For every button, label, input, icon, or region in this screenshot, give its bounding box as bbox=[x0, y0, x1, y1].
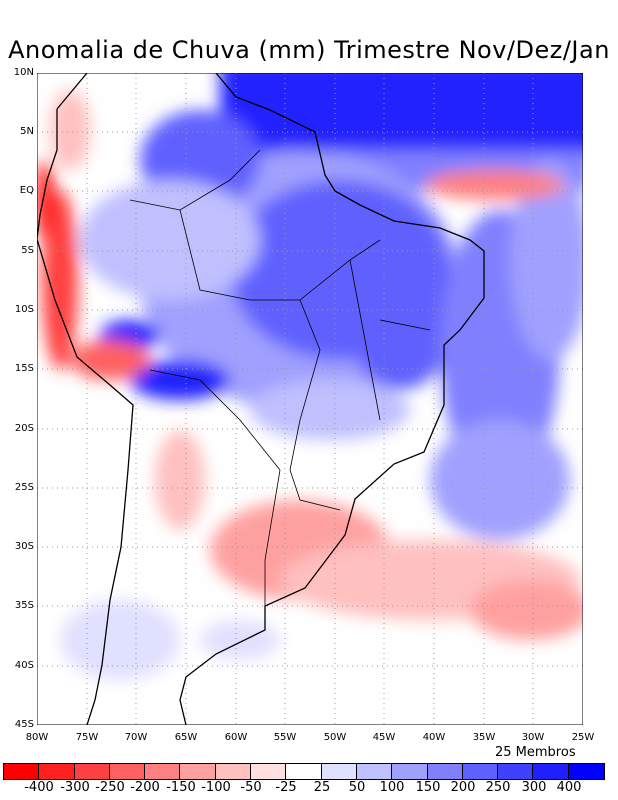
lat-label: 5S bbox=[21, 245, 34, 256]
lon-label: 55W bbox=[273, 732, 297, 743]
lat-label: 45S bbox=[14, 719, 34, 730]
colorbar-label: 250 bbox=[485, 780, 511, 795]
colorbar-label: 300 bbox=[521, 780, 547, 795]
colorbar bbox=[3, 763, 606, 780]
lon-label: 45W bbox=[372, 732, 396, 743]
colorbar-swatch bbox=[533, 764, 569, 779]
lon-label: 40W bbox=[422, 732, 446, 743]
south-america-coastline bbox=[37, 73, 485, 725]
colorbar-swatch bbox=[427, 764, 463, 779]
lat-label: 15S bbox=[14, 363, 34, 374]
lat-label: 30S bbox=[14, 541, 34, 552]
colorbar-swatch bbox=[215, 764, 252, 779]
grid-lines bbox=[37, 73, 583, 725]
colorbar-label: 400 bbox=[556, 780, 582, 795]
colorbar-label: -200 bbox=[130, 780, 160, 795]
lon-label: 60W bbox=[224, 732, 248, 743]
lat-label: 10N bbox=[13, 67, 34, 78]
colorbar-label: -400 bbox=[24, 780, 54, 795]
lat-label: EQ bbox=[19, 185, 34, 196]
colorbar-swatch bbox=[180, 764, 216, 779]
colorbar-label: 100 bbox=[379, 780, 405, 795]
colorbar-swatch bbox=[321, 764, 357, 779]
colorbar-label: 50 bbox=[348, 780, 366, 795]
colorbar-swatch bbox=[356, 764, 393, 779]
lat-label: 35S bbox=[14, 600, 34, 611]
colorbar-swatch bbox=[4, 764, 40, 779]
colorbar-label: -100 bbox=[201, 780, 231, 795]
map-title: Anomalia de Chuva (mm) Trimestre Nov/Dez… bbox=[8, 36, 610, 64]
colorbar-label: 150 bbox=[415, 780, 441, 795]
colorbar-swatch bbox=[462, 764, 499, 779]
colorbar-swatch bbox=[498, 764, 534, 779]
colorbar-swatch bbox=[286, 764, 322, 779]
lon-label: 75W bbox=[75, 732, 99, 743]
colorbar-label: -250 bbox=[95, 780, 125, 795]
lat-label: 10S bbox=[14, 304, 34, 315]
lon-label: 50W bbox=[323, 732, 347, 743]
colorbar-swatch bbox=[568, 764, 605, 779]
lon-label: 35W bbox=[472, 732, 496, 743]
lat-label: 5N bbox=[20, 126, 34, 137]
colorbar-swatch bbox=[39, 764, 75, 779]
colorbar-swatch bbox=[74, 764, 110, 779]
colorbar-label: -50 bbox=[240, 780, 262, 795]
colorbar-label: 200 bbox=[450, 780, 476, 795]
lat-label: 40S bbox=[14, 660, 34, 671]
lon-label: 80W bbox=[25, 732, 49, 743]
country-borders bbox=[129, 149, 431, 606]
colorbar-label: -300 bbox=[60, 780, 90, 795]
lon-label: 25W bbox=[571, 732, 595, 743]
colorbar-swatch bbox=[145, 764, 181, 779]
colorbar-label: -25 bbox=[275, 780, 297, 795]
colorbar-label: 25 bbox=[313, 780, 331, 795]
lat-label: 25S bbox=[14, 482, 34, 493]
colorbar-swatch bbox=[109, 764, 146, 779]
lon-label: 70W bbox=[124, 732, 148, 743]
colorbar-label: -150 bbox=[166, 780, 196, 795]
lon-label: 30W bbox=[521, 732, 545, 743]
members-note: 25 Membros bbox=[495, 745, 576, 760]
lat-label: 20S bbox=[14, 423, 34, 434]
colorbar-swatch bbox=[392, 764, 428, 779]
lon-label: 65W bbox=[174, 732, 198, 743]
colorbar-swatch bbox=[251, 764, 287, 779]
